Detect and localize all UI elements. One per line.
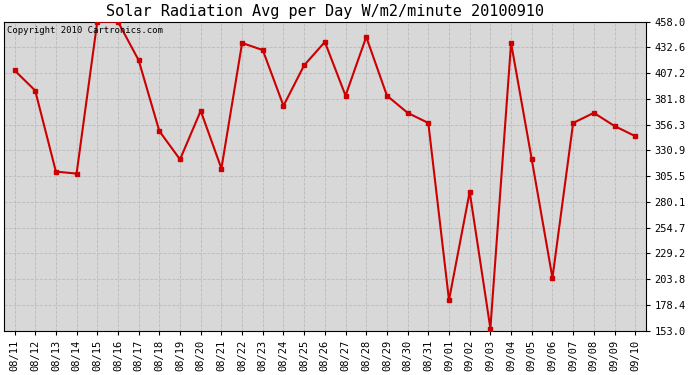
Title: Solar Radiation Avg per Day W/m2/minute 20100910: Solar Radiation Avg per Day W/m2/minute … xyxy=(106,4,544,19)
Text: Copyright 2010 Cartronics.com: Copyright 2010 Cartronics.com xyxy=(8,26,164,35)
